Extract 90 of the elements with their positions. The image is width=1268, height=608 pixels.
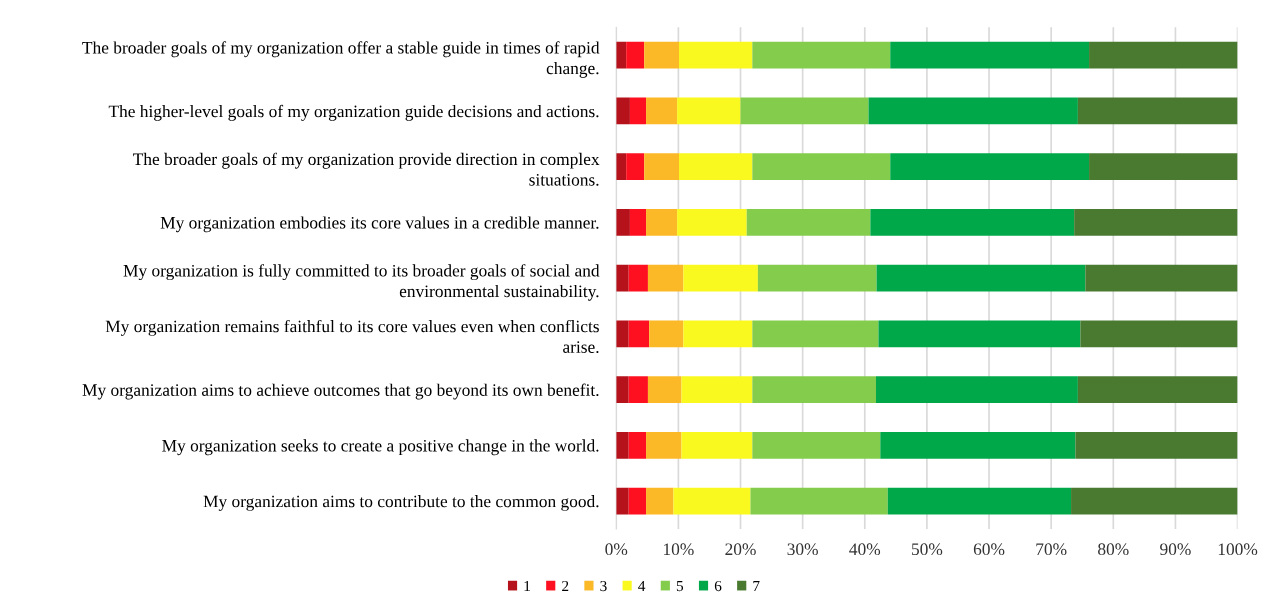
bar (644, 41, 679, 69)
bar (616, 431, 629, 459)
bar (628, 431, 647, 459)
bar (875, 376, 1078, 403)
bar (890, 153, 1090, 181)
y-tick-label: The broader goals of my organization provide direction in complex situations. (133, 152, 600, 186)
bar (626, 41, 645, 69)
y-tick-label: My organization embodies its core values in a credible manner. (160, 216, 599, 233)
bar (616, 320, 629, 348)
bar (647, 376, 682, 403)
bar (628, 487, 647, 515)
bar (681, 431, 753, 459)
legend-label: 1 (524, 580, 530, 591)
bar (1085, 264, 1238, 292)
bar (628, 320, 650, 348)
y-tick-label: The higher-level goals of my organization guide decisions and actions. (108, 104, 599, 121)
bar (677, 97, 741, 125)
bar (616, 376, 629, 403)
bar (628, 264, 648, 292)
bar (890, 41, 1090, 69)
bar (616, 487, 629, 515)
x-tick-label: 50% (912, 543, 943, 556)
bar (626, 153, 645, 181)
bar (616, 264, 629, 292)
bar (628, 376, 648, 403)
y-tick-label: My organization remains faithful to its core values even when conflicts arise. (105, 319, 599, 353)
x-tick-label: 10% (664, 543, 694, 556)
bar (616, 41, 627, 69)
x-tick-label: 60% (973, 543, 1005, 556)
x-tick-label: 100% (1218, 543, 1258, 556)
bar (750, 487, 888, 515)
bar (683, 264, 758, 292)
y-tick-label: My organization seeks to create a positive change in the world. (162, 439, 599, 456)
x-tick-label: 90% (1160, 543, 1191, 556)
bar (644, 153, 679, 181)
bar (681, 376, 753, 403)
bar (752, 431, 881, 459)
bar (616, 153, 627, 181)
bar (646, 209, 678, 236)
x-tick-label: 80% (1098, 543, 1129, 556)
bar (752, 153, 891, 181)
bar (1089, 41, 1238, 69)
bar (1075, 431, 1238, 459)
bar (740, 97, 869, 125)
bar (868, 97, 1078, 125)
bar (647, 264, 684, 292)
bar (746, 209, 871, 236)
bar (880, 431, 1076, 459)
bar (646, 431, 682, 459)
legend-label: 6 (714, 580, 722, 592)
y-tick-label: My organization aims to achieve outcomes that go beyond its own benefit. (82, 383, 599, 400)
bar (752, 376, 876, 403)
x-tick-label: 0% (605, 543, 628, 556)
bar (646, 97, 678, 125)
legend-label: 4 (638, 580, 646, 591)
bar (649, 320, 684, 348)
bar (887, 487, 1072, 515)
x-tick-label: 30% (787, 543, 818, 556)
y-tick-label: The broader goals of my organization offer a stable guide in times of rapid change. (82, 41, 600, 78)
x-tick-label: 70% (1036, 543, 1067, 556)
bar (752, 41, 891, 69)
bar (673, 487, 751, 515)
x-tick-label: 20% (725, 543, 756, 556)
y-tick-label: My organization is fully committed to its broader goals of social and environmental sustainability. (123, 264, 600, 301)
bar (677, 209, 747, 236)
legend-label: 7 (753, 580, 760, 591)
bar (870, 209, 1075, 236)
bar (1071, 487, 1238, 515)
bar (1077, 97, 1238, 125)
bar (1080, 320, 1238, 348)
legend-label: 2 (562, 580, 569, 591)
bar (629, 97, 647, 125)
bar (757, 264, 877, 292)
bar (876, 264, 1086, 292)
bar (878, 320, 1081, 348)
bar (1089, 153, 1238, 181)
bar (752, 320, 879, 348)
y-tick-label: My organization aims to contribute to the common good. (203, 495, 599, 511)
bar (1074, 209, 1238, 236)
bar (616, 209, 630, 236)
legend-label: 3 (600, 580, 607, 592)
x-tick-label: 40% (849, 543, 881, 556)
bar (683, 320, 753, 348)
bar (679, 41, 753, 69)
bar (1077, 376, 1238, 403)
bar (679, 153, 753, 181)
legend-label: 5 (676, 580, 684, 592)
bar (629, 209, 647, 236)
bar (616, 97, 630, 125)
bar (646, 487, 674, 515)
